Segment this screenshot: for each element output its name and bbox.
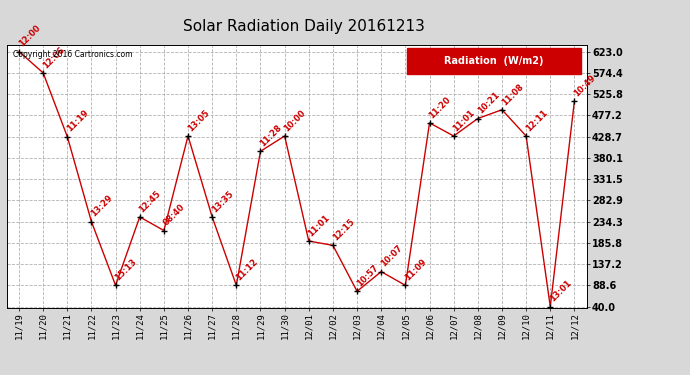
Text: 11:08: 11:08 — [500, 82, 525, 107]
Text: 11:09: 11:09 — [403, 257, 428, 283]
Text: 11:19: 11:19 — [65, 108, 90, 134]
Text: Radiation  (W/m2): Radiation (W/m2) — [444, 56, 544, 66]
Text: 11:20: 11:20 — [427, 95, 453, 120]
Text: 15:13: 15:13 — [113, 257, 139, 283]
Text: 12:11: 12:11 — [524, 108, 549, 133]
Text: 10:07: 10:07 — [379, 244, 404, 269]
Text: 10:57: 10:57 — [355, 263, 380, 288]
Text: 10:00: 10:00 — [282, 108, 308, 133]
Text: 12:00: 12:00 — [17, 24, 42, 49]
Text: 13:29: 13:29 — [89, 194, 115, 219]
Text: 11:01: 11:01 — [451, 108, 477, 133]
Text: 13:35: 13:35 — [210, 189, 235, 214]
Text: Solar Radiation Daily 20161213: Solar Radiation Daily 20161213 — [183, 19, 424, 34]
Text: 12:45: 12:45 — [137, 189, 163, 214]
Text: 08:40: 08:40 — [161, 202, 187, 228]
Text: 13:05: 13:05 — [186, 108, 211, 133]
Text: 11:28: 11:28 — [258, 123, 284, 148]
Text: 12:06: 12:06 — [41, 45, 66, 70]
Bar — [407, 48, 581, 74]
Text: 12:15: 12:15 — [331, 217, 356, 243]
Text: 13:01: 13:01 — [548, 279, 573, 304]
Text: 11:12: 11:12 — [234, 257, 259, 283]
Text: 11:01: 11:01 — [306, 213, 332, 238]
Text: 10:21: 10:21 — [475, 90, 501, 116]
Text: Copyright 2016 Cartronics.com: Copyright 2016 Cartronics.com — [12, 50, 132, 59]
Text: 10:49: 10:49 — [572, 73, 598, 98]
